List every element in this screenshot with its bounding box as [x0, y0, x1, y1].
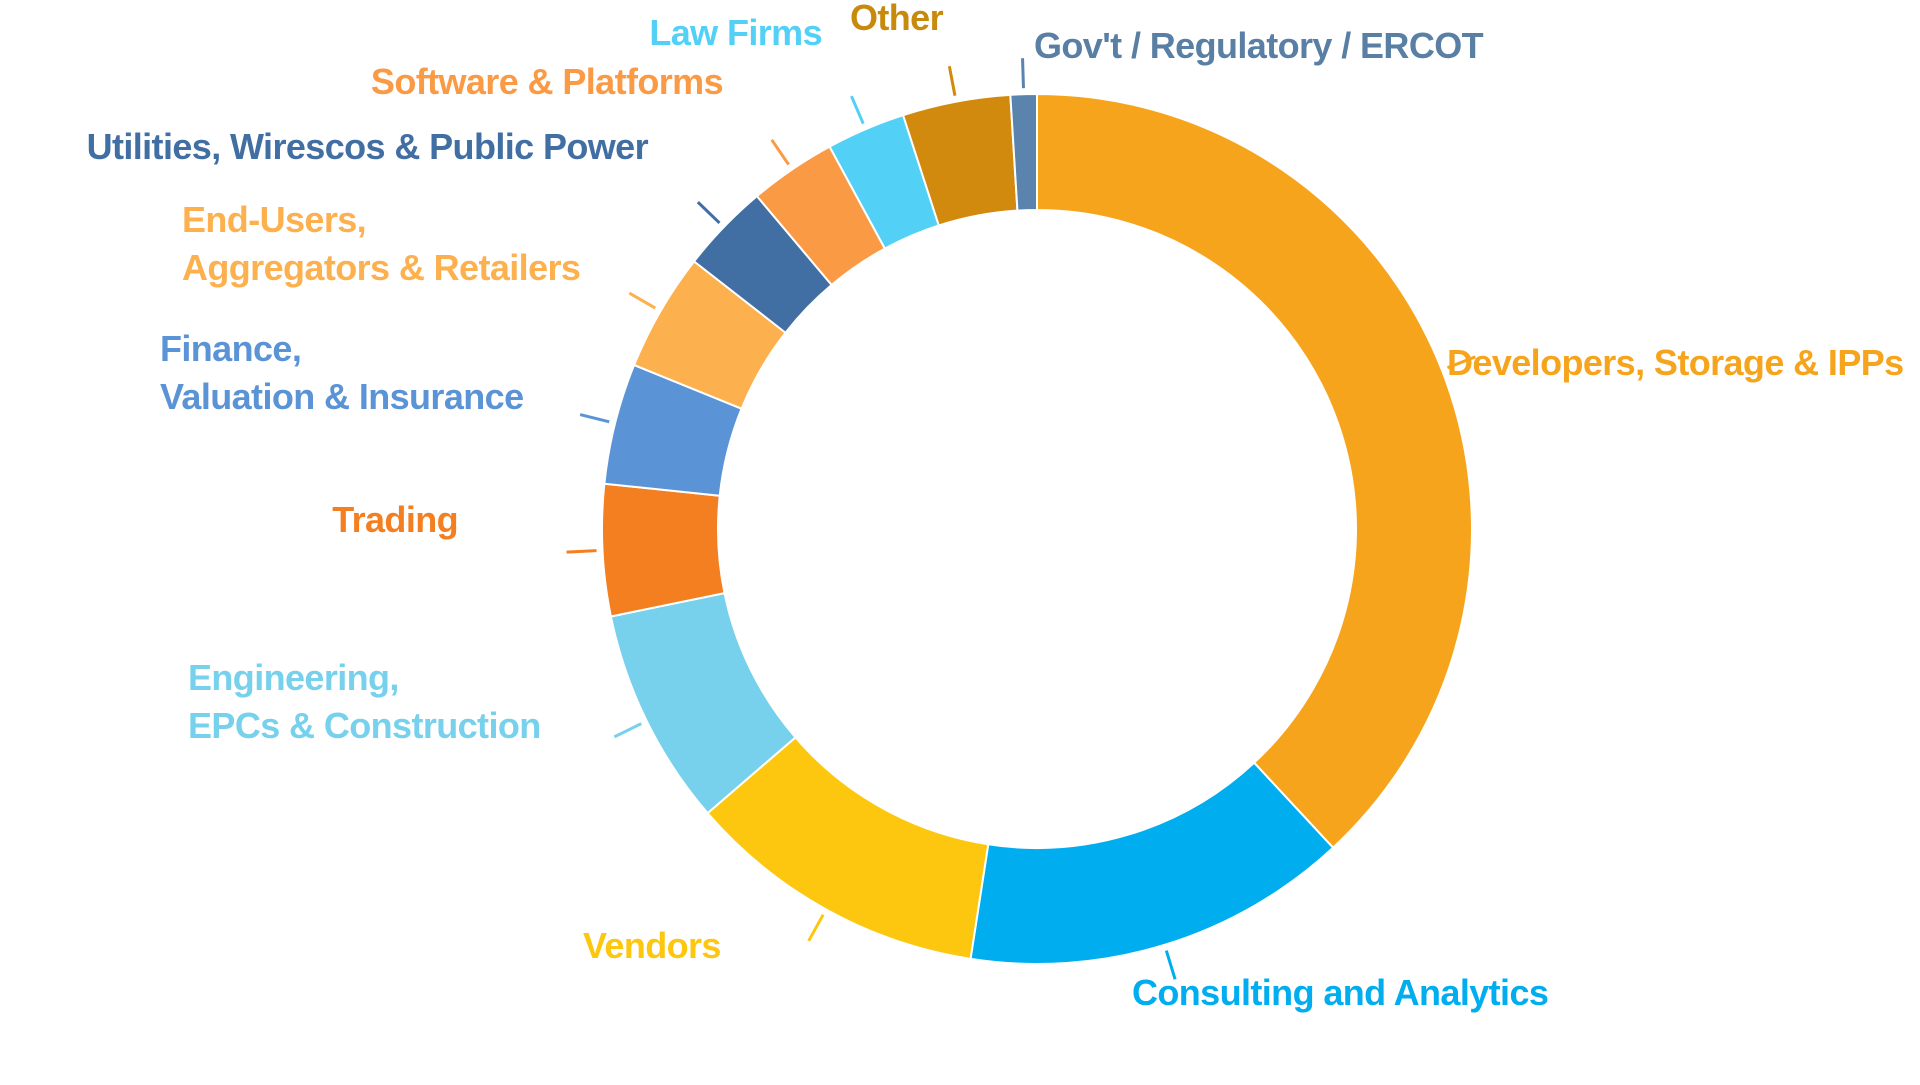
label-vendors: Vendors	[583, 925, 721, 966]
label-consulting-and-analytics: Consulting and Analytics	[1132, 972, 1548, 1013]
label-line: Valuation & Insurance	[160, 376, 524, 417]
label-finance-valuation-insurance: Finance, Valuation & Insurance	[160, 328, 524, 417]
leader-line-trading	[566, 549, 597, 554]
label-line: Software & Platforms	[371, 61, 723, 102]
leader-line-vendors	[807, 913, 825, 942]
label-line: Trading	[332, 499, 458, 540]
leader-line-utilities-wirescos-public-power	[696, 201, 721, 225]
label-line: Law Firms	[649, 12, 822, 53]
leader-line-developers-storage-ipps	[1446, 355, 1476, 370]
label-law-firms: Law Firms	[649, 12, 822, 53]
label-line: Engineering,	[188, 657, 399, 698]
label-other: Other	[850, 0, 944, 38]
leader-line-other	[947, 65, 957, 96]
slice-labels: Developers, Storage & IPPs Consulting and…	[87, 0, 1905, 1013]
label-line: Consulting and Analytics	[1132, 972, 1548, 1013]
leader-line-gov-t-regulatory-ercot	[1021, 58, 1025, 89]
leader-line-software-platforms	[770, 138, 790, 166]
label-gov-t-regulatory-ercot: Gov't / Regulatory / ERCOT	[1034, 25, 1484, 66]
label-software-platforms: Software & Platforms	[371, 61, 723, 102]
label-line: Utilities, Wirescos & Public Power	[87, 126, 649, 167]
label-end-users-aggregators-retailers: End-Users, Aggregators & Retailers	[182, 199, 580, 288]
label-developers-storage-ipps: Developers, Storage & IPPs	[1447, 342, 1904, 383]
label-line: Vendors	[583, 925, 721, 966]
leader-line-law-firms	[850, 95, 865, 125]
label-line: Developers, Storage & IPPs	[1447, 342, 1904, 383]
leader-line-engineering-epcs-construction	[613, 722, 642, 739]
label-line: Gov't / Regulatory / ERCOT	[1034, 25, 1484, 66]
label-engineering-epcs-construction: Engineering, EPCs & Construction	[188, 657, 541, 746]
leader-lines	[566, 58, 1476, 980]
slice-consulting-and-analytics	[969, 761, 1335, 965]
slice-gov-t-regulatory-ercot	[1009, 92, 1038, 212]
leader-line-consulting-and-analytics	[1164, 950, 1177, 980]
label-line: Other	[850, 0, 944, 38]
slice-trading	[601, 482, 726, 618]
slice-developers-storage-ipps	[1036, 92, 1473, 850]
label-line: End-Users,	[182, 199, 366, 240]
label-line: EPCs & Construction	[188, 705, 541, 746]
label-line: Aggregators & Retailers	[182, 247, 580, 288]
label-utilities-wirescos-public-power: Utilities, Wirescos & Public Power	[87, 126, 649, 167]
leader-line-end-users-aggregators-retailers	[628, 291, 657, 310]
leader-line-finance-valuation-insurance	[579, 413, 610, 424]
slices	[601, 92, 1473, 965]
label-trading: Trading	[332, 499, 458, 540]
label-line: Finance,	[160, 328, 301, 369]
